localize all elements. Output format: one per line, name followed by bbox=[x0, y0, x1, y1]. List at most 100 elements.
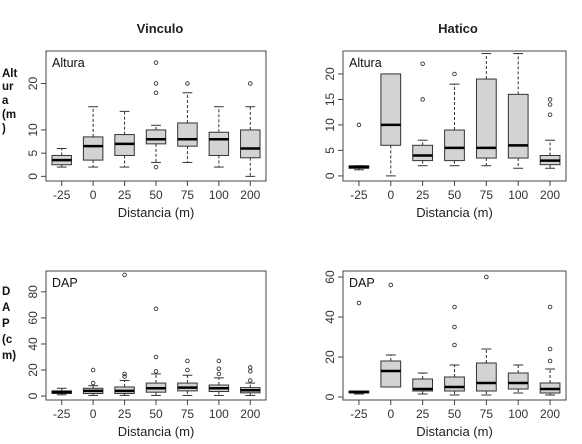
x-axis-title: Distancia (m) bbox=[416, 424, 493, 439]
side-label-dap-line: (c bbox=[2, 334, 13, 346]
x-axis-title: Distancia (m) bbox=[118, 424, 195, 439]
y-tick-label: 5 bbox=[323, 147, 337, 154]
box-25 bbox=[114, 110, 135, 168]
y-axis: 0 20 40 60 bbox=[323, 270, 343, 400]
y-tick-label: 20 bbox=[26, 77, 40, 91]
y-axis: 0 5 10 15 20 bbox=[323, 67, 343, 179]
box-75 bbox=[475, 274, 497, 396]
box-iqr bbox=[208, 131, 230, 156]
box-iqr bbox=[82, 136, 104, 161]
x-tick-label: 25 bbox=[416, 407, 430, 421]
box--25 bbox=[348, 300, 370, 395]
y-tick-label: 40 bbox=[26, 337, 40, 351]
x-tick-label: 100 bbox=[508, 407, 528, 421]
x-tick-label: 50 bbox=[448, 407, 462, 421]
side-label-altura-line: a bbox=[2, 95, 9, 107]
box-iqr bbox=[507, 372, 529, 390]
box-200 bbox=[539, 97, 561, 169]
x-tick-label: 200 bbox=[240, 407, 260, 421]
y-tick-label: 0 bbox=[26, 392, 40, 399]
outlier-point bbox=[153, 306, 159, 312]
side-label-dap-line: D bbox=[2, 286, 10, 298]
x-tick-label: 75 bbox=[181, 407, 195, 421]
box-iqr bbox=[380, 360, 402, 388]
x-tick-label: 75 bbox=[181, 188, 195, 202]
outlier-point bbox=[90, 367, 96, 373]
panel-label: DAP bbox=[349, 276, 375, 290]
outlier-point bbox=[153, 81, 159, 86]
x-tick-label: 75 bbox=[480, 188, 494, 202]
box-50 bbox=[145, 306, 167, 396]
outlier-point bbox=[153, 60, 159, 65]
x-tick-label: 0 bbox=[90, 407, 97, 421]
side-label-altura-line: ) bbox=[2, 123, 6, 135]
column-title-vinculo: Vinculo bbox=[137, 21, 184, 36]
outlier-point bbox=[122, 374, 127, 379]
x-tick-label: 100 bbox=[209, 188, 229, 202]
side-label-dap-line: m) bbox=[2, 350, 16, 362]
box-25 bbox=[412, 61, 434, 167]
box-0 bbox=[82, 367, 104, 396]
x-tick-label: 50 bbox=[448, 188, 462, 202]
box--25 bbox=[51, 387, 72, 396]
side-label-dap: D A P (c m) bbox=[2, 286, 16, 362]
side-label-altura-line: (m bbox=[2, 109, 16, 121]
x-tick-label: -25 bbox=[350, 188, 368, 202]
box-iqr bbox=[177, 122, 198, 147]
y-tick-label: 5 bbox=[26, 149, 40, 156]
outlier-point bbox=[185, 358, 190, 364]
x-tick-label: 200 bbox=[540, 407, 560, 421]
outlier-point bbox=[216, 366, 222, 371]
box-iqr bbox=[412, 144, 434, 162]
x-tick-label: 0 bbox=[90, 188, 97, 202]
box-iqr bbox=[240, 129, 261, 159]
outlier-point bbox=[153, 90, 159, 96]
column-title-hatico: Hatico bbox=[438, 21, 478, 36]
box-50 bbox=[145, 60, 167, 170]
box-100 bbox=[208, 358, 230, 396]
y-axis: 0 20 40 60 80 bbox=[26, 285, 46, 399]
outlier-point bbox=[484, 274, 489, 280]
outlier-point bbox=[452, 71, 457, 77]
outlier-point bbox=[420, 61, 425, 66]
x-tick-label: -25 bbox=[53, 407, 71, 421]
box-0 bbox=[380, 73, 402, 177]
panel-label: Altura bbox=[52, 56, 85, 70]
panel-vinculo-altura: 0 5 10 20 -25 0 25 50 75 100 200 Distancia (m) Altur… bbox=[26, 50, 267, 220]
y-tick-label: 10 bbox=[323, 118, 337, 132]
box-0 bbox=[82, 106, 104, 168]
x-tick-label: 50 bbox=[149, 188, 163, 202]
box-50 bbox=[444, 304, 465, 396]
outlier-point bbox=[216, 371, 222, 377]
side-label-altura-line: Alt bbox=[2, 68, 18, 80]
panel-label: Altura bbox=[349, 56, 382, 70]
outlier-point bbox=[547, 112, 553, 117]
y-tick-label: 20 bbox=[26, 363, 40, 377]
x-axis: -25 0 25 50 75 100 200 bbox=[53, 181, 261, 202]
y-tick-label: 0 bbox=[26, 173, 40, 180]
box--25 bbox=[348, 122, 370, 171]
outlier-point bbox=[248, 81, 253, 86]
outlier-point bbox=[185, 367, 190, 373]
box-iqr bbox=[475, 78, 497, 159]
box-75 bbox=[177, 358, 198, 396]
y-tick-label: 10 bbox=[26, 123, 40, 137]
side-label-dap-line: A bbox=[2, 302, 10, 314]
outlier-point bbox=[547, 102, 553, 107]
outlier-point bbox=[90, 380, 96, 386]
x-tick-label: 25 bbox=[118, 188, 132, 202]
outlier-point bbox=[122, 272, 127, 278]
x-tick-label: 25 bbox=[416, 188, 430, 202]
outlier-point bbox=[547, 97, 553, 102]
y-tick-label: 60 bbox=[26, 311, 40, 325]
outlier-point bbox=[388, 282, 394, 288]
y-axis: 0 5 10 20 bbox=[26, 77, 46, 180]
box-25 bbox=[114, 272, 135, 396]
box-iqr bbox=[475, 362, 497, 392]
x-tick-label: 25 bbox=[118, 407, 132, 421]
box-100 bbox=[507, 364, 529, 394]
outlier-point bbox=[547, 304, 553, 310]
outlier-point bbox=[452, 304, 457, 310]
outlier-point bbox=[153, 354, 159, 360]
y-tick-label: 0 bbox=[323, 172, 337, 179]
